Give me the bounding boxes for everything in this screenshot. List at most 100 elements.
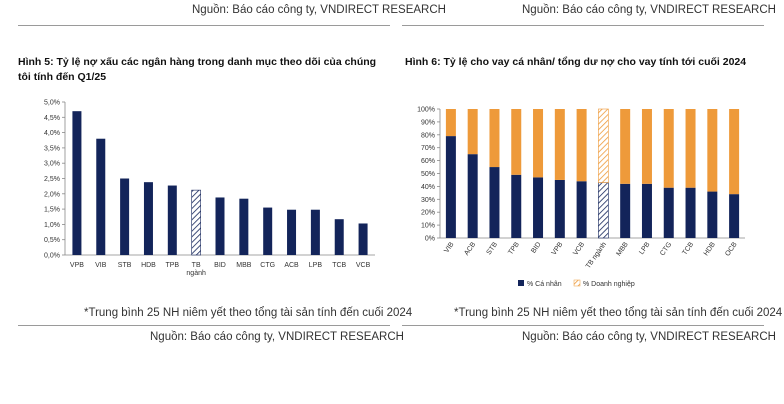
x-tick-label: TCB — [332, 262, 346, 269]
x-tick-label: TB ngành — [585, 241, 608, 270]
bar — [358, 223, 368, 255]
bar-corporate — [663, 109, 674, 188]
x-tick-label: STB — [486, 241, 500, 256]
left-footnote: *Trung bình 25 NH niêm yết theo tổng tài… — [84, 307, 413, 319]
bar — [334, 219, 344, 255]
left-top-rule — [18, 25, 390, 26]
bar-retail — [620, 183, 631, 238]
x-tick-label: LPB — [309, 262, 323, 269]
bar-corporate — [554, 109, 565, 180]
bar — [215, 197, 225, 255]
y-tick-label: 3,5% — [44, 145, 60, 152]
right-bottom-rule — [402, 325, 764, 326]
x-tick-label: STB — [118, 262, 132, 269]
bar-retail — [729, 194, 740, 238]
x-tick-label: ngành — [186, 270, 206, 277]
bar — [191, 189, 201, 256]
bar-corporate — [641, 109, 652, 184]
y-tick-label: 1,5% — [44, 207, 60, 214]
x-tick-label: CTG — [260, 262, 275, 269]
right-footnote: *Trung bình 25 NH niêm yết theo tổng tài… — [454, 307, 783, 319]
y-tick-label: 40% — [421, 184, 435, 191]
legend-label: % Cá nhân — [527, 281, 562, 288]
right-top-rule — [402, 25, 764, 26]
bar — [263, 207, 273, 255]
bar-retail — [489, 167, 500, 238]
right-figure-title: Hình 6: Tỷ lệ cho vay cá nhân/ tổng dư n… — [405, 56, 747, 68]
right-top-source: Nguồn: Báo cáo công ty, VNDIRECT RESEARC… — [522, 4, 776, 16]
y-tick-label: 60% — [421, 158, 435, 165]
bar-corporate — [511, 109, 522, 175]
x-tick-label: LPB — [638, 241, 652, 256]
legend-swatch — [518, 280, 524, 286]
right-bottom-source: Nguồn: Báo cáo công ty, VNDIRECT RESEARC… — [522, 331, 776, 343]
x-tick-label: HDB — [703, 241, 717, 257]
y-tick-label: 2,0% — [44, 191, 60, 198]
y-tick-label: 30% — [421, 197, 435, 204]
y-tick-label: 2,5% — [44, 176, 60, 183]
y-tick-label: 0,0% — [44, 253, 60, 260]
left-figure-title: Hình 5: Tỷ lệ nợ xấu các ngân hàng trong… — [18, 56, 377, 83]
bar — [120, 178, 130, 255]
x-tick-label: ACB — [284, 262, 299, 269]
bar — [143, 182, 153, 255]
bar-retail — [533, 177, 544, 238]
bar-retail — [598, 182, 609, 239]
bar — [310, 209, 320, 255]
y-tick-label: 5,0% — [44, 100, 60, 107]
x-tick-label: VIB — [443, 241, 455, 255]
bar-corporate — [685, 109, 696, 188]
y-tick-label: 1,0% — [44, 222, 60, 229]
bar-retail — [685, 187, 696, 238]
x-tick-label: MBB — [236, 262, 252, 269]
bar-retail — [467, 154, 478, 238]
bar-retail — [554, 179, 565, 238]
retail-loan-share-chart: 0% 10% 20% 30% 40% 50% 60% 70% 80% 90% 100% VIB ACB S… — [417, 107, 745, 288]
x-tick-label: TPB — [507, 241, 521, 256]
y-tick-label: 80% — [421, 132, 435, 139]
y-tick-label: 0,5% — [44, 237, 60, 244]
x-tick-label: OCB — [724, 241, 739, 258]
x-tick-label: BID — [214, 262, 226, 269]
bar-corporate — [620, 109, 631, 184]
x-tick-label: TPB — [165, 262, 179, 269]
left-bottom-source: Nguồn: Báo cáo công ty, VNDIRECT RESEARC… — [150, 331, 404, 343]
x-tick-label: TB — [192, 262, 201, 269]
x-tick-label: BID — [530, 241, 542, 255]
bar — [167, 185, 177, 255]
bar — [72, 111, 82, 256]
y-tick-label: 0% — [425, 236, 435, 243]
bar-corporate — [598, 108, 609, 183]
bar-retail — [641, 183, 652, 238]
y-tick-label: 20% — [421, 210, 435, 217]
bar-corporate — [445, 109, 456, 137]
x-tick-label: TCB — [681, 241, 695, 257]
bar-retail — [707, 191, 718, 238]
y-tick-label: 4,5% — [44, 115, 60, 122]
bar-corporate — [489, 109, 500, 168]
left-top-source: Nguồn: Báo cáo công ty, VNDIRECT RESEARC… — [192, 4, 446, 16]
y-tick-label: 70% — [421, 145, 435, 152]
bar-retail — [445, 136, 456, 238]
bar-retail — [511, 174, 522, 238]
x-tick-label: VIB — [95, 262, 107, 269]
y-tick-label: 90% — [421, 119, 435, 126]
x-tick-label: VCB — [572, 241, 586, 257]
bar-corporate — [707, 109, 718, 192]
bar-corporate — [533, 109, 544, 178]
y-tick-label: 4,0% — [44, 130, 60, 137]
bar — [96, 138, 106, 255]
y-tick-label: 100% — [417, 107, 435, 114]
x-tick-label: CTG — [659, 241, 673, 257]
y-tick-label: 50% — [421, 171, 435, 178]
bar-corporate — [729, 109, 740, 195]
bar-retail — [576, 181, 587, 238]
bar — [239, 198, 249, 255]
x-tick-label: MBB — [615, 241, 630, 258]
bar-corporate — [467, 109, 478, 155]
legend-swatch — [573, 279, 581, 287]
legend-label: % Doanh nghiệp — [583, 281, 635, 288]
npl-ratio-chart: 0,0% 0,5% 1,0% 1,5% 2,0% 2,5% 3,0% 3,5% 4,0% 4,5%… — [44, 100, 375, 277]
left-bottom-rule — [18, 325, 390, 326]
bar-corporate — [576, 109, 587, 182]
